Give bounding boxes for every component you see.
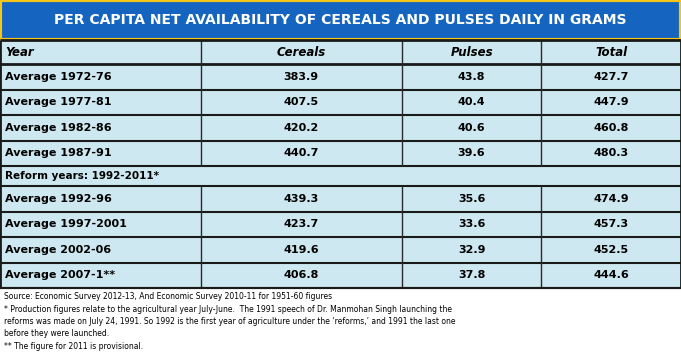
Text: Average 1972-76: Average 1972-76	[5, 72, 112, 82]
Text: 440.7: 440.7	[284, 148, 319, 158]
Bar	[0, 0, 681, 40]
Text: 32.9: 32.9	[458, 245, 486, 255]
Text: Average 2002-06: Average 2002-06	[5, 245, 111, 255]
Text: 33.6: 33.6	[458, 219, 486, 229]
Text: 40.6: 40.6	[458, 123, 486, 133]
Text: before they were launched.: before they were launched.	[4, 329, 109, 339]
Text: 43.8: 43.8	[458, 72, 486, 82]
Text: reforms was made on July 24, 1991. So 1992 is the first year of agriculture unde: reforms was made on July 24, 1991. So 19…	[4, 317, 456, 326]
Text: 35.6: 35.6	[458, 194, 486, 204]
Text: 420.2: 420.2	[284, 123, 319, 133]
Text: Total: Total	[595, 45, 627, 58]
Text: 439.3: 439.3	[284, 194, 319, 204]
Text: 460.8: 460.8	[594, 123, 629, 133]
Text: 406.8: 406.8	[284, 270, 319, 280]
Text: 407.5: 407.5	[284, 97, 319, 107]
Text: PER CAPITA NET AVAILABILITY OF CEREALS AND PULSES DAILY IN GRAMS: PER CAPITA NET AVAILABILITY OF CEREALS A…	[54, 13, 627, 27]
Text: 40.4: 40.4	[458, 97, 486, 107]
Text: Year: Year	[5, 45, 33, 58]
Text: Average 1987-91: Average 1987-91	[5, 148, 112, 158]
Text: 39.6: 39.6	[458, 148, 486, 158]
Text: Average 1992-96: Average 1992-96	[5, 194, 112, 204]
Text: 37.8: 37.8	[458, 270, 486, 280]
Text: Reform years: 1992-2011*: Reform years: 1992-2011*	[5, 171, 159, 181]
Bar	[0, 40, 681, 288]
Text: * Production figures relate to the agricultural year July-June.  The 1991 speech: * Production figures relate to the agric…	[4, 305, 452, 314]
Text: 457.3: 457.3	[594, 219, 629, 229]
Text: 474.9: 474.9	[593, 194, 629, 204]
Text: Source: Economic Survey 2012-13, And Economic Survey 2010-11 for 1951-60 figures: Source: Economic Survey 2012-13, And Eco…	[4, 292, 332, 301]
Text: Average 2007-1**: Average 2007-1**	[5, 270, 115, 280]
Text: 444.6: 444.6	[593, 270, 629, 280]
Text: Average 1997-2001: Average 1997-2001	[5, 219, 127, 229]
Text: Average 1982-86: Average 1982-86	[5, 123, 112, 133]
Text: 427.7: 427.7	[594, 72, 629, 82]
Text: 383.9: 383.9	[284, 72, 319, 82]
Text: 452.5: 452.5	[594, 245, 629, 255]
Text: 447.9: 447.9	[593, 97, 629, 107]
Text: 419.6: 419.6	[283, 245, 319, 255]
Text: Cereals: Cereals	[276, 45, 326, 58]
Text: 423.7: 423.7	[284, 219, 319, 229]
Text: Pulses: Pulses	[450, 45, 493, 58]
Text: 480.3: 480.3	[594, 148, 629, 158]
Bar	[0, 0, 681, 40]
Text: ** The figure for 2011 is provisional.: ** The figure for 2011 is provisional.	[4, 342, 143, 351]
Text: Average 1977-81: Average 1977-81	[5, 97, 112, 107]
